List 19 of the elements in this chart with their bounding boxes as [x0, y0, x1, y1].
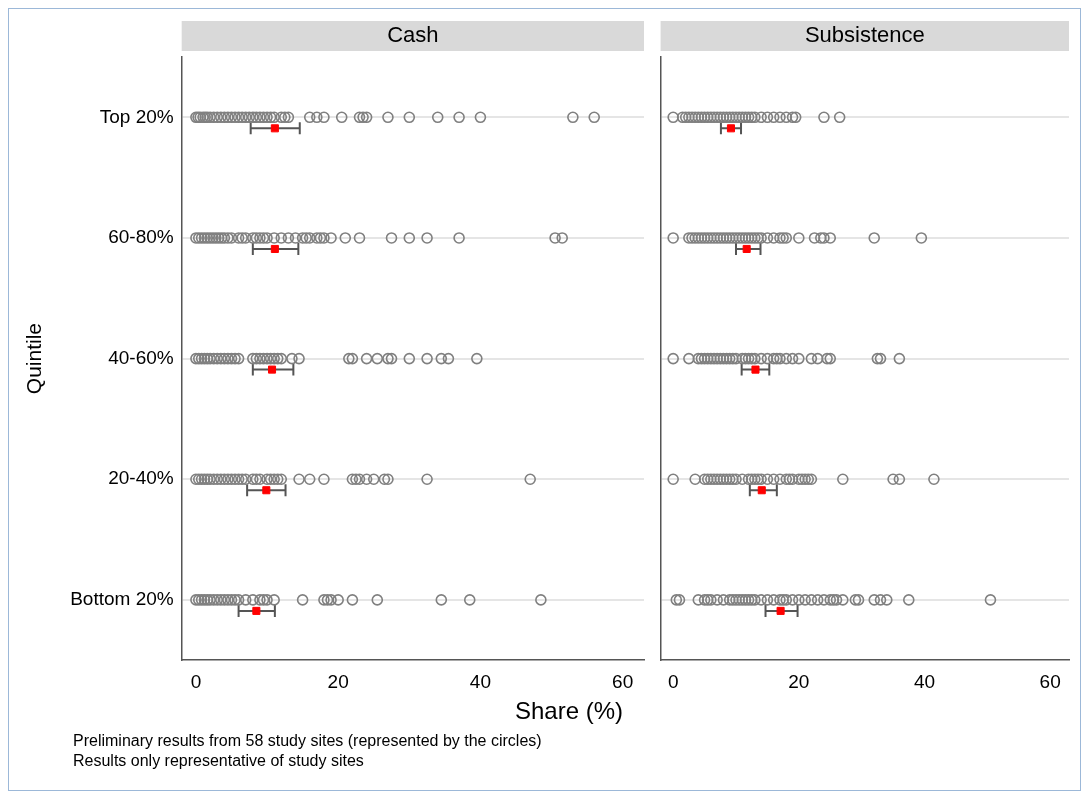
- x-axis-title: Share (%): [513, 697, 624, 725]
- x-tick-label: 0: [667, 670, 679, 692]
- y-tick-label: Top 20%: [99, 105, 174, 127]
- chart-title: Cash: [387, 22, 439, 48]
- x-tick-label: 40: [913, 670, 936, 692]
- y-tick-label: Bottom 20%: [70, 588, 174, 610]
- text: Results only representative of study sites: [73, 751, 365, 771]
- x-tick-label: 0: [190, 670, 202, 692]
- x-tick-label: 20: [327, 670, 349, 692]
- y-tick-label: 20-40%: [108, 467, 174, 489]
- chart-title: Subsistence: [804, 22, 925, 48]
- x-tick-label: 60: [612, 670, 634, 692]
- y-tick-label: 60-80%: [108, 226, 174, 248]
- x-tick-label: 60: [1039, 670, 1061, 692]
- x-tick-label: 20: [788, 670, 810, 692]
- y-axis-title: Quintile: [22, 323, 46, 395]
- text: Preliminary results from 58 study sites (represented by the circles): [73, 731, 542, 751]
- x-tick-label: 40: [469, 670, 491, 692]
- y-tick-label: 40-60%: [108, 346, 174, 368]
